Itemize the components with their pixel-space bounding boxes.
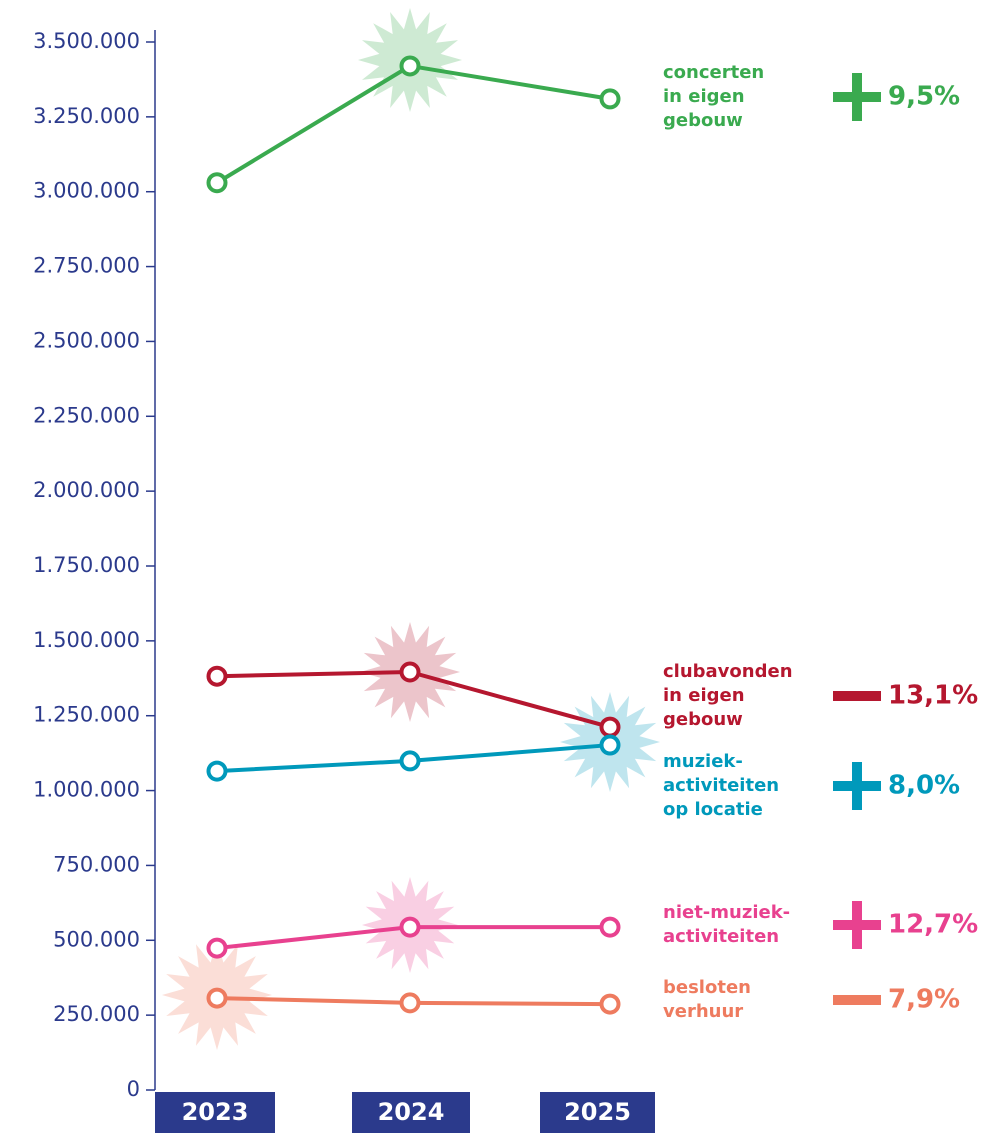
data-point	[602, 719, 619, 736]
data-point	[402, 57, 419, 74]
series-label: in eigen	[663, 685, 745, 706]
data-point	[209, 174, 226, 191]
series-label: besloten	[663, 977, 751, 998]
change-sign	[852, 901, 862, 949]
y-tick-label: 2.250.000	[33, 403, 140, 427]
series-label: op locatie	[663, 799, 763, 820]
change-label: 9,5%	[888, 82, 960, 112]
y-tick-label: 1.000.000	[33, 778, 140, 802]
data-point	[402, 663, 419, 680]
series-label: concerten	[663, 62, 764, 83]
change-label: 8,0%	[888, 771, 960, 801]
change-label: 7,9%	[888, 985, 960, 1015]
series-label: in eigen	[663, 86, 745, 107]
data-point	[602, 919, 619, 936]
y-tick-label: 3.250.000	[33, 104, 140, 128]
y-tick-label: 1.750.000	[33, 553, 140, 577]
data-point	[209, 763, 226, 780]
data-point	[209, 668, 226, 685]
y-tick-label: 2.750.000	[33, 254, 140, 278]
series-label: activiteiten	[663, 926, 779, 947]
y-tick-label: 250.000	[53, 1002, 140, 1026]
decoration	[162, 8, 660, 1050]
x-tick-label: 2025	[564, 1098, 631, 1126]
change-label: 13,1%	[888, 681, 978, 711]
data-point	[402, 994, 419, 1011]
data-point	[602, 90, 619, 107]
data-point	[209, 940, 226, 957]
series-label: clubavonden	[663, 661, 793, 682]
series-label: gebouw	[663, 709, 743, 730]
x-tick-label: 2024	[378, 1098, 445, 1126]
data-point	[402, 752, 419, 769]
y-tick-label: 3.500.000	[33, 29, 140, 53]
series-label: activiteiten	[663, 775, 779, 796]
y-tick-label: 0	[127, 1077, 140, 1101]
y-tick-label: 2.000.000	[33, 478, 140, 502]
change-sign	[852, 73, 862, 121]
y-tick-label: 1.250.000	[33, 703, 140, 727]
y-tick-label: 750.000	[53, 852, 140, 876]
data-point	[602, 996, 619, 1013]
data-point	[209, 990, 226, 1007]
series-label: muziek-	[663, 751, 743, 772]
chart: 0 250.000 500.000 750.000 1.000.000 1.250.000…	[0, 0, 987, 1133]
x-tick-label: 2023	[182, 1098, 249, 1126]
y-tick-label: 3.000.000	[33, 179, 140, 203]
y-tick-label: 1.500.000	[33, 628, 140, 652]
series-label: gebouw	[663, 110, 743, 131]
change-sign	[852, 762, 862, 810]
series-label: verhuur	[663, 1001, 743, 1022]
change-sign	[833, 995, 881, 1005]
y-tick-label: 2.500.000	[33, 328, 140, 352]
y-tick-label: 500.000	[53, 927, 140, 951]
series-label: niet-muziek-	[663, 902, 790, 923]
data-point	[602, 737, 619, 754]
data-point	[402, 919, 419, 936]
change-label: 12,7%	[888, 910, 978, 940]
change-sign	[833, 691, 881, 701]
